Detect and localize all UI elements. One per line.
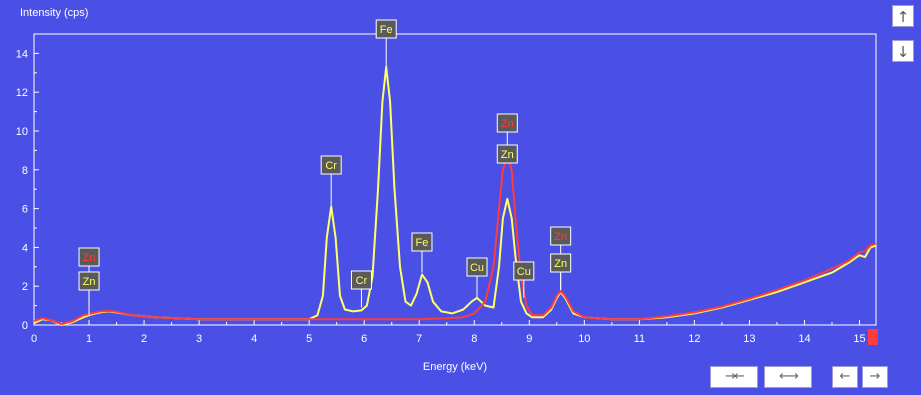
x-tick-label: 5 [306,333,312,345]
x-tick-label: 15 [853,333,865,345]
x-tick-label: 11 [634,333,645,345]
peak-label-box [496,144,518,164]
x-tick-label: 14 [798,333,810,345]
peak-label-box [550,253,572,273]
y-tick-label: 14 [16,48,28,60]
y-axis-label: Intensity (cps) [20,7,88,19]
peak-label: Fe [380,24,393,36]
arrow-right-icon: → [869,369,881,384]
x-tick-label: 2 [141,333,147,345]
x-axis-label: Energy (keV) [423,361,487,373]
y-tick-label: 4 [22,242,28,254]
x-tick-label: 1 [86,333,92,345]
spectrum-line-1 [33,66,877,326]
y-tick-label: 12 [16,87,28,99]
y-tick-label: 2 [22,281,28,293]
pan-right-button[interactable]: → [862,366,888,388]
pan-left-button[interactable]: ← [832,366,858,388]
chart-annotations: Zn Zn Cr Cr Fe Fe Cu Cu Zn Zn Zn Zn [78,19,572,316]
peak-label: Zn [554,231,567,243]
zoom-in-icon: →← [725,369,745,384]
peak-label-box [78,271,100,291]
x-tick-label: 3 [196,333,202,345]
peak-label-box [78,247,100,267]
peak-label: Zn [501,118,514,130]
y-tick-label: 10 [16,126,28,138]
zoom-in-button[interactable]: →← [710,366,758,388]
spectrum-line-2 [33,155,877,325]
peak-label-box [496,113,518,133]
y-tick-label: 0 [22,320,28,332]
x-tick-label: 12 [688,333,700,345]
zoom-out-button[interactable]: ←→ [764,366,812,388]
scale-up-button[interactable]: ↑ [892,5,914,27]
x-tick-label: 9 [526,333,532,345]
peak-label-box [411,232,433,252]
x-end-marker [868,329,878,345]
peak-label: Fe [416,237,429,249]
peak-label-box [466,257,488,277]
peak-label: Zn [554,258,567,270]
peak-label: Zn [501,149,514,161]
peak-label-box [550,226,572,246]
arrow-down-icon: ↓ [896,43,910,61]
peak-label: Cu [517,266,531,278]
x-tick-label: 6 [361,333,367,345]
x-tick-label: 13 [743,333,755,345]
peak-label: Cr [325,160,337,172]
peak-label: Cr [356,275,368,287]
chart-series [33,66,877,326]
x-tick-label: 0 [31,333,37,345]
x-tick-label: 8 [471,333,477,345]
y-tick-label: 6 [22,204,28,216]
arrow-up-icon: ↑ [896,8,910,26]
peak-label: Zn [83,252,96,264]
y-tick-label: 8 [22,165,28,177]
x-tick-label: 4 [251,333,257,345]
x-tick-label: 7 [416,333,422,345]
peak-label-box [350,270,372,290]
peak-label-box [375,19,397,39]
peak-label: Cu [470,262,484,274]
peak-label-box [513,261,535,281]
plot-frame [33,33,877,326]
x-tick-label: 10 [578,333,590,345]
peak-label: Zn [83,276,96,288]
zoom-out-icon: ←→ [779,369,799,384]
scale-down-button[interactable]: ↓ [892,40,914,62]
peak-label-box [320,155,342,175]
arrow-left-icon: ← [839,369,851,384]
